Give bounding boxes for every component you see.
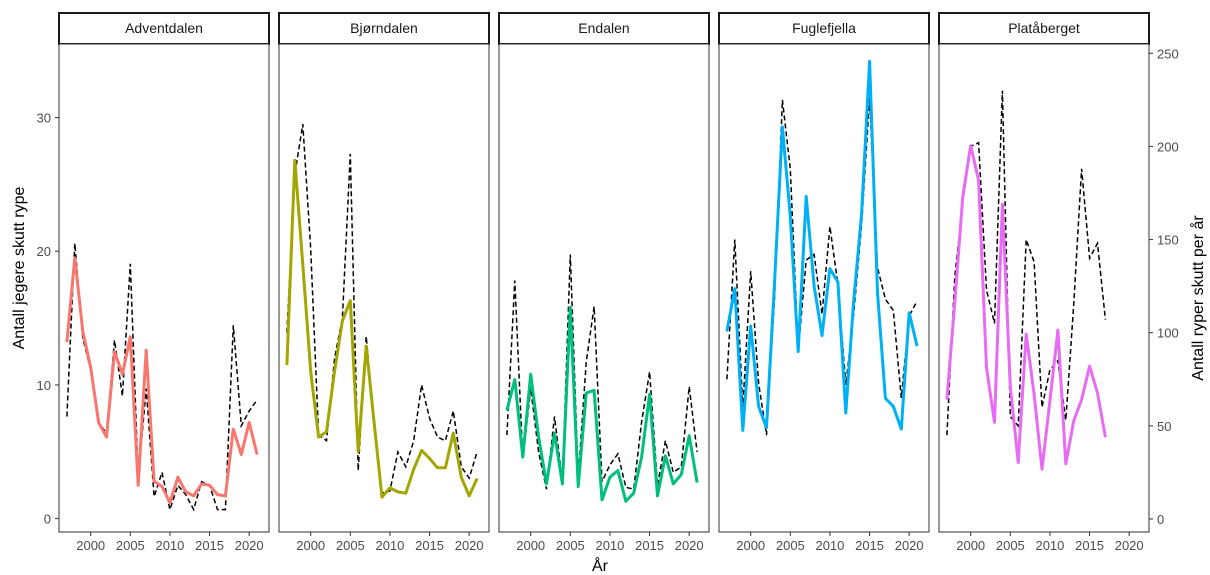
right-y-tick-label: 100 [1157,326,1179,341]
hunters-line [945,144,1107,471]
x-axis-title: År [592,556,609,575]
strip-label: Endalen [578,20,629,36]
plot-frame [278,43,490,533]
hunters-line [725,59,919,432]
strip-header [278,12,490,45]
plot-frame [718,43,930,533]
panel-plataberget: Platåberget 2000 2005 2010 2015 2020 [938,12,1150,553]
strip-header [58,12,270,45]
x-tick-label: 2000 [296,538,325,553]
x-tick-label: 2015 [1075,538,1104,553]
hunters-line [65,256,259,505]
strip-header [718,12,930,45]
left-y-tick-label: 30 [37,111,51,126]
x-tick-label: 2000 [516,538,545,553]
x-tick-label: 2015 [415,538,444,553]
plot-frame [58,43,270,533]
x-tick-label: 2015 [635,538,664,553]
right-y-tick-label: 200 [1157,139,1179,154]
x-tick-label: 2005 [776,538,805,553]
x-tick-label: 2005 [336,538,365,553]
x-tick-label: 2020 [675,538,704,553]
hunters-line [505,305,699,503]
plot-frame [498,43,710,533]
x-tick-label: 2010 [815,538,844,553]
left-y-tick-label: 0 [44,512,51,527]
ryper-dashed-line [946,90,1107,436]
panel-adventdalen: Adventdalen 2000 2005 2010 2015 2020 [58,12,270,553]
x-tick-label: 2015 [195,538,224,553]
x-tick-label: 2010 [1035,538,1064,553]
x-tick-label: 2010 [595,538,624,553]
x-tick-label: 2000 [956,538,985,553]
x-tick-label: 2020 [895,538,924,553]
x-tick-label: 2020 [235,538,264,553]
x-tick-label: 2005 [116,538,145,553]
hunters-line [285,158,479,499]
x-tick-label: 2000 [76,538,105,553]
ryper-dashed-line [726,97,918,436]
x-tick-label: 2005 [556,538,585,553]
right-y-tick-label: 0 [1157,512,1164,527]
right-y-axis-title: Antall ryper skutt per år [1189,215,1207,381]
left-y-axis-title: Antall jegere skutt rype [11,187,28,350]
left-y-tick-label: 10 [37,378,51,393]
panel-bjrndalen: Bjørndalen 2000 2005 2010 2015 2020 [278,12,490,553]
strip-label: Adventdalen [125,20,203,36]
right-y-tick-label: 250 [1157,46,1179,61]
strip-label: Bjørndalen [350,20,418,36]
left-y-axis: 0 10 20 30 [37,111,59,527]
x-tick-label: 2015 [855,538,884,553]
strip-header [938,12,1150,45]
strip-label: Platåberget [1008,20,1080,36]
x-tick-label: 2020 [455,538,484,553]
x-tick-label: 2010 [375,538,404,553]
right-y-tick-label: 50 [1157,419,1171,434]
x-tick-label: 2010 [155,538,184,553]
x-tick-label: 2020 [1115,538,1144,553]
x-tick-label: 2000 [736,538,765,553]
x-tick-label: 2005 [996,538,1025,553]
right-y-tick-label: 150 [1157,233,1179,248]
right-y-axis: 0 50 100 150 200 250 [1149,46,1179,527]
left-y-tick-label: 20 [37,244,51,259]
strip-label: Fuglefjella [792,20,856,36]
panel-endalen: Endalen 2000 2005 2010 2015 2020 [498,12,710,553]
panel-fuglefjella: Fuglefjella 2000 2005 2010 2015 2020 [718,12,930,553]
